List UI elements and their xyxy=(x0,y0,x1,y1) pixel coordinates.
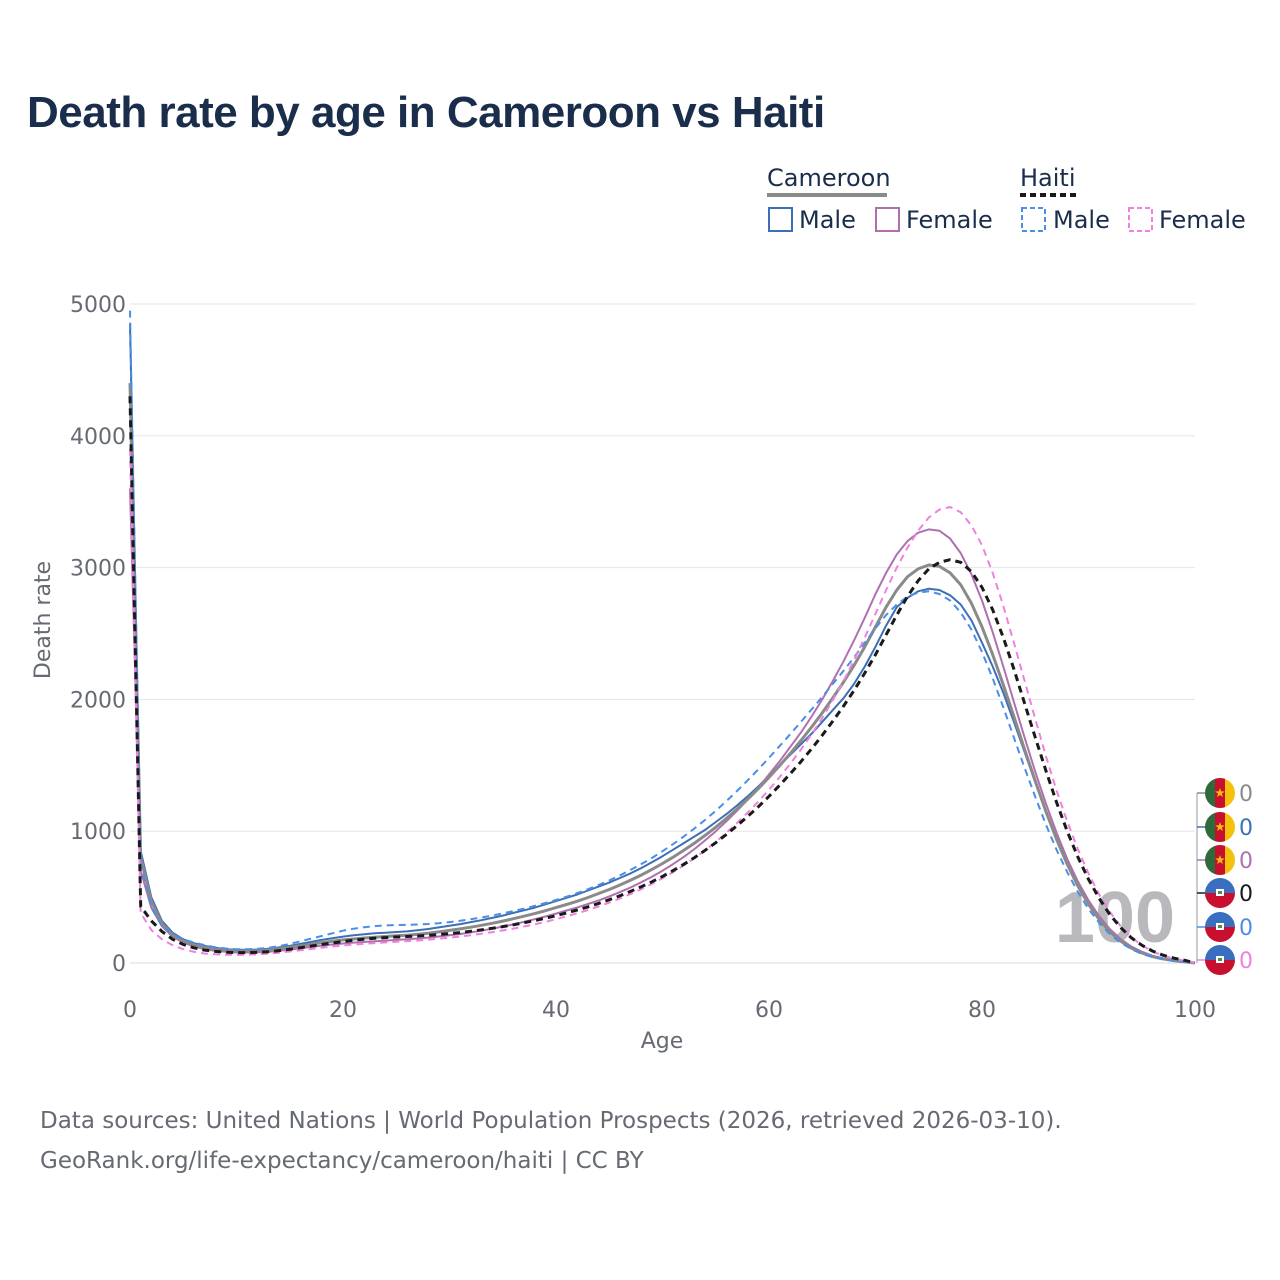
chart-title: Death rate by age in Cameroon vs Haiti xyxy=(27,88,825,137)
haiti-flag-icon xyxy=(1205,878,1235,908)
marker-value: 0 xyxy=(1239,916,1253,941)
series-line-haiti-female xyxy=(129,448,1196,964)
y-axis-label: Death rate xyxy=(31,561,56,679)
x-tick-label: 80 xyxy=(968,998,996,1023)
y-tick-label: 2000 xyxy=(70,688,126,713)
series-lines xyxy=(128,310,1196,965)
legend-label-cameroon-female: Female xyxy=(906,206,993,234)
marker-cameroon-female: 0 xyxy=(1197,812,1253,842)
y-tick-label: 3000 xyxy=(70,557,126,582)
legend-group-haiti: Haiti xyxy=(1020,164,1076,192)
x-tick-label: 0 xyxy=(123,998,137,1023)
legend-swatch-cameroon-female xyxy=(875,207,900,232)
marker-value: 0 xyxy=(1239,849,1253,874)
x-tick-label: 60 xyxy=(755,998,783,1023)
x-axis-ticks: 0 20 40 60 80 100 xyxy=(123,998,1216,1023)
x-tick-label: 20 xyxy=(329,998,357,1023)
marker-haiti-male: 0 xyxy=(1197,912,1253,942)
series-line-cameroon-female xyxy=(129,488,1196,964)
marker-cameroon-male: 0 xyxy=(1197,778,1253,808)
y-tick-label: 5000 xyxy=(70,293,126,318)
legend-group-cameroon: Cameroon xyxy=(767,164,891,192)
haiti-flag-icon xyxy=(1205,912,1235,942)
legend-swatch-cameroon-male xyxy=(768,207,793,232)
legend-swatch-haiti-female xyxy=(1128,207,1153,232)
marker-value: 0 xyxy=(1239,882,1253,907)
series-line-cameroon-male xyxy=(129,323,1196,964)
x-tick-label: 40 xyxy=(542,998,570,1023)
marker-value: 0 xyxy=(1239,782,1253,807)
x-tick-label: 100 xyxy=(1174,998,1216,1023)
y-tick-label: 4000 xyxy=(70,425,126,450)
y-axis-ticks: 0 1000 2000 3000 4000 5000 xyxy=(70,293,126,977)
legend-label-haiti-male: Male xyxy=(1053,206,1110,234)
series-line-haiti-male xyxy=(129,310,1196,964)
marker-value: 0 xyxy=(1239,949,1253,974)
y-tick-label: 1000 xyxy=(70,820,126,845)
marker-cameroon-total: 0 xyxy=(1197,845,1253,875)
y-tick-label: 0 xyxy=(112,952,126,977)
legend-label-cameroon-male: Male xyxy=(799,206,856,234)
end-markers: 0 0 0 0 0 0 xyxy=(1196,778,1253,975)
cameroon-flag-icon xyxy=(1205,778,1235,808)
haiti-flag-icon xyxy=(1205,945,1235,975)
marker-value: 0 xyxy=(1239,816,1253,841)
marker-haiti-total: 0 xyxy=(1197,878,1253,908)
legend: Cameroon Haiti Male Female Male Female xyxy=(767,164,1246,234)
legend-swatch-haiti-male xyxy=(1021,207,1046,232)
cameroon-flag-icon xyxy=(1205,845,1235,875)
x-axis-label: Age xyxy=(641,1029,684,1054)
source-line-2: GeoRank.org/life-expectancy/cameroon/hai… xyxy=(40,1148,644,1174)
source-line-1: Data sources: United Nations | World Pop… xyxy=(40,1108,1062,1134)
series-line-cameroon-total xyxy=(128,383,1196,965)
legend-label-haiti-female: Female xyxy=(1159,206,1246,234)
marker-haiti-female: 0 xyxy=(1197,945,1253,975)
animation-age-label: 100 xyxy=(1055,878,1175,958)
series-line-haiti-total xyxy=(128,396,1196,965)
grid xyxy=(130,303,1195,964)
cameroon-flag-icon xyxy=(1205,812,1235,842)
